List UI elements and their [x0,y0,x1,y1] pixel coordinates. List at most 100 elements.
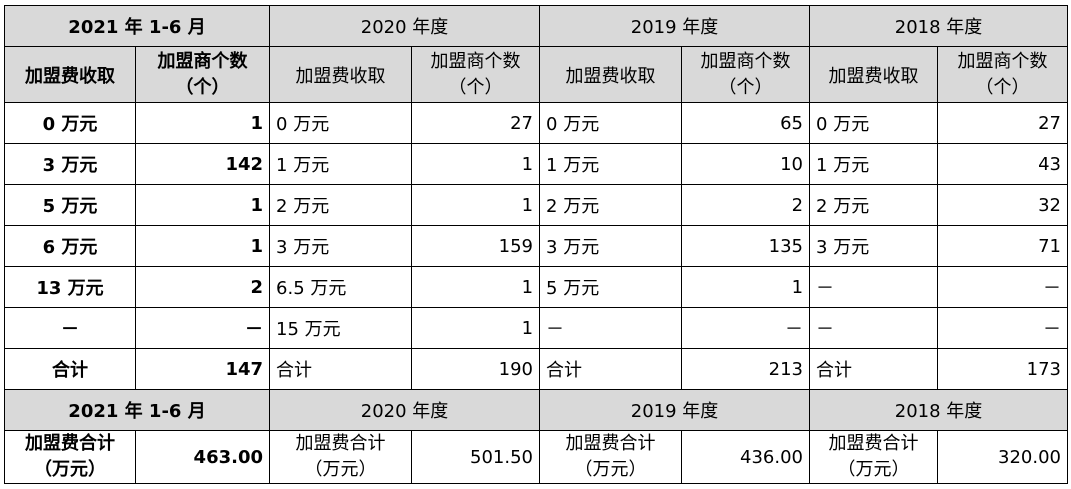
fee-cell: － [809,266,939,308]
footer-period-header-2019: 2019 年度 [539,389,811,431]
count-cell: － [937,307,1069,349]
fee-cell: 5 万元 [4,184,136,226]
footer-period-header-2018: 2018 年度 [809,389,1069,431]
fee-total-label-line1: 加盟费合计 [565,433,656,454]
fee-total-label-line1: 加盟费合计 [25,433,115,454]
fee-cell: 13 万元 [4,266,136,308]
count-cell: － [937,266,1069,308]
total-count: 213 [681,348,811,390]
count-cell: 27 [411,102,541,144]
fee-cell: 3 万元 [4,143,136,185]
total-count: 147 [134,348,271,390]
count-cell: 1 [411,143,541,185]
total-count: 190 [411,348,541,390]
fee-cell: 5 万元 [539,266,683,308]
fee-cell: 6.5 万元 [269,266,413,308]
fee-total-value: 436.00 [681,430,811,484]
count-cell: 43 [937,143,1069,185]
fee-cell: 2 万元 [539,184,683,226]
fee-total-label-line1: 加盟费合计 [828,433,919,454]
count-cell: 65 [681,102,811,144]
total-row: 合计 147 合计 190 合计 213 合计 173 [4,348,1069,390]
fee-cell: 2 万元 [269,184,413,226]
fee-cell: 0 万元 [4,102,136,144]
fee-column-header: 加盟费收取 [539,46,683,103]
fee-column-header: 加盟费收取 [4,46,136,103]
fee-total-label: 加盟费合计 （万元） [809,430,939,484]
fee-cell: 6 万元 [4,225,136,267]
count-column-header: 加盟商个数 （个） [937,46,1069,103]
fee-cell: 3 万元 [539,225,683,267]
fee-cell: 3 万元 [809,225,939,267]
period-header-2021h1: 2021 年 1-6 月 [3,5,271,47]
fee-cell: 0 万元 [269,102,413,144]
table-row: 0 万元 1 0 万元 27 0 万元 65 0 万元 27 [4,102,1069,144]
fee-cell: 2 万元 [809,184,939,226]
fee-cell: 3 万元 [269,225,413,267]
count-cell: 1 [134,225,271,267]
count-header-line2: （个） [448,76,503,98]
fee-cell: － [4,307,136,349]
count-header-line2: （个） [175,76,230,98]
footer-period-header-2020: 2020 年度 [269,389,541,431]
fee-total-label-line2: （万元） [34,459,106,480]
count-cell: 159 [411,225,541,267]
count-cell: － [134,307,271,349]
count-cell: 32 [937,184,1069,226]
total-count: 173 [937,348,1069,390]
fee-total-label: 加盟费合计 （万元） [4,430,136,484]
fee-total-label: 加盟费合计 （万元） [539,430,683,484]
franchise-fee-table: 2021 年 1-6 月 2020 年度 2019 年度 2018 年度 加盟费… [3,5,1069,484]
fee-cell: 0 万元 [539,102,683,144]
count-column-header: 加盟商个数 （个） [411,46,541,103]
count-cell: － [681,307,811,349]
period-header-row: 2021 年 1-6 月 2020 年度 2019 年度 2018 年度 [3,5,1069,47]
count-header-line1: 加盟商个数 [157,50,248,72]
fee-column-header: 加盟费收取 [269,46,413,103]
fee-cell: － [809,307,939,349]
fee-total-row: 加盟费合计 （万元） 463.00 加盟费合计 （万元） 501.50 加盟费合计 （… [4,430,1069,484]
fee-total-value: 320.00 [937,430,1069,484]
fee-cell: 15 万元 [269,307,413,349]
fee-cell: 1 万元 [269,143,413,185]
count-header-line2: （个） [718,76,773,98]
count-cell: 10 [681,143,811,185]
footer-period-header-row: 2021 年 1-6 月 2020 年度 2019 年度 2018 年度 [3,389,1069,431]
table-row: 6 万元 1 3 万元 159 3 万元 135 3 万元 71 [4,225,1069,267]
total-label: 合计 [4,348,136,390]
count-header-line2: （个） [975,76,1030,98]
count-cell: 1 [134,184,271,226]
count-column-header: 加盟商个数 （个） [134,46,271,103]
fee-total-label-line2: （万元） [837,459,910,480]
count-cell: 1 [411,184,541,226]
fee-total-label-line2: （万元） [574,459,647,480]
fee-total-label-line1: 加盟费合计 [295,433,386,454]
count-header-line1: 加盟商个数 [957,50,1048,72]
column-header-row: 加盟费收取 加盟商个数 （个） 加盟费收取 加盟商个数 （个） 加盟费收取 加盟商个… [4,46,1069,103]
count-cell: 142 [134,143,271,185]
count-cell: 1 [134,102,271,144]
count-cell: 71 [937,225,1069,267]
period-header-2020: 2020 年度 [269,5,541,47]
fee-total-value: 501.50 [411,430,541,484]
table-row: 3 万元 142 1 万元 1 1 万元 10 1 万元 43 [4,143,1069,185]
fee-total-label-line2: （万元） [304,459,377,480]
count-cell: 135 [681,225,811,267]
fee-column-header: 加盟费收取 [809,46,939,103]
fee-cell: 1 万元 [539,143,683,185]
footer-period-header-2021h1: 2021 年 1-6 月 [3,389,271,431]
table-row: － － 15 万元 1 － － － － [4,307,1069,349]
count-column-header: 加盟商个数 （个） [681,46,811,103]
count-cell: 1 [681,266,811,308]
count-header-line1: 加盟商个数 [700,50,791,72]
period-header-2019: 2019 年度 [539,5,811,47]
table-row: 13 万元 2 6.5 万元 1 5 万元 1 － － [4,266,1069,308]
count-cell: 1 [411,266,541,308]
period-header-2018: 2018 年度 [809,5,1069,47]
fee-cell: － [539,307,683,349]
fee-cell: 1 万元 [809,143,939,185]
count-cell: 1 [411,307,541,349]
count-header-line1: 加盟商个数 [430,50,521,72]
count-cell: 2 [134,266,271,308]
table-row: 5 万元 1 2 万元 1 2 万元 2 2 万元 32 [4,184,1069,226]
